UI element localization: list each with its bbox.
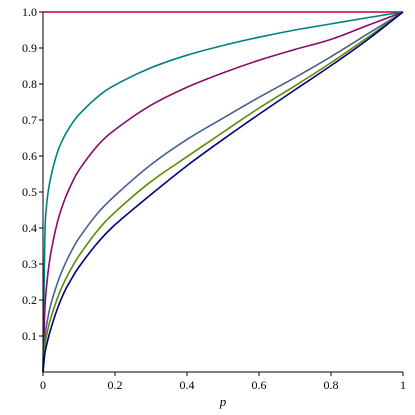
- series-line-5: [42, 11, 404, 373]
- y-tick-label: 0.9: [22, 41, 37, 55]
- y-ticks: 0.1 0.2 0.3 0.4 0.5 0.6 0.7 0.8 0.9 1.0: [22, 5, 43, 343]
- x-tick-label: 0: [40, 378, 46, 392]
- x-tick-label: 0.2: [108, 378, 123, 392]
- y-tick-label: 0.6: [22, 149, 37, 163]
- x-tick-label: 1: [400, 378, 406, 392]
- x-tick-label: 0.4: [180, 378, 195, 392]
- y-tick-label: 0.1: [22, 329, 37, 343]
- y-tick-label: 0.8: [22, 77, 37, 91]
- y-tick-label: 0.4: [22, 221, 37, 235]
- series-line-2: [42, 11, 404, 373]
- series-line-6: [42, 11, 404, 373]
- series-line-4: [42, 11, 404, 373]
- axes-layer: [42, 12, 403, 373]
- series-layer: [42, 11, 404, 373]
- y-tick-label: 0.5: [22, 185, 37, 199]
- y-tick-label: 0.2: [22, 293, 37, 307]
- x-ticks: 0 0.2 0.4 0.6 0.8 1: [40, 372, 406, 392]
- y-tick-label: 0.7: [22, 113, 37, 127]
- y-tick-label: 1.0: [22, 5, 37, 19]
- x-tick-label: 0.8: [324, 378, 339, 392]
- series-line-3: [42, 11, 404, 373]
- y-tick-label: 0.3: [22, 257, 37, 271]
- x-tick-label: 0.6: [252, 378, 267, 392]
- x-axis-label: p: [219, 394, 227, 409]
